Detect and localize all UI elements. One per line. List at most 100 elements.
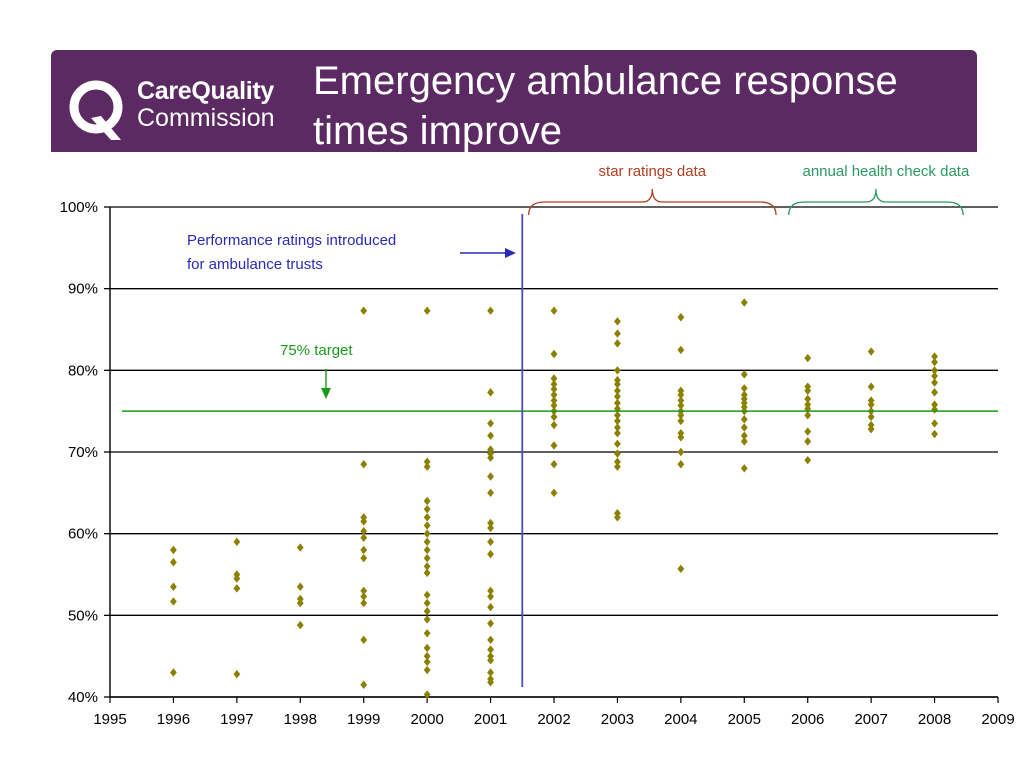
data-point [740, 431, 748, 440]
data-point [423, 504, 431, 514]
data-point [423, 513, 431, 522]
data-point [423, 553, 431, 563]
performance-annotation-line1: Performance ratings introduced [187, 232, 396, 249]
data-point [804, 427, 812, 436]
data-point [677, 411, 685, 420]
data-point [296, 620, 304, 630]
data-point [360, 553, 368, 563]
data-point [170, 582, 177, 591]
data-point [550, 441, 558, 450]
response-times-chart: 40%50%60%70%80%90%100% 1995 1996 1997 1998 1… [60, 163, 1015, 728]
data-point [170, 668, 177, 677]
data-point [296, 582, 304, 591]
data-point [931, 352, 938, 361]
data-point [423, 651, 431, 661]
data-point [360, 598, 368, 608]
data-point [740, 464, 748, 473]
data-point [550, 374, 558, 383]
data-point [740, 370, 748, 379]
title-line1: Emergency ambulance response [313, 59, 898, 103]
x-tick-label: 2002 [537, 711, 570, 728]
data-point [931, 378, 938, 387]
data-point [677, 396, 685, 405]
data-point [423, 462, 431, 471]
x-tick-label: 1998 [284, 711, 317, 728]
data-point [423, 457, 431, 466]
data-point [804, 394, 812, 404]
data-point [360, 635, 368, 645]
data-point [360, 586, 368, 596]
y-tick-label: 100% [60, 199, 98, 216]
data-point [550, 401, 558, 410]
x-tick-label: 2006 [791, 711, 824, 728]
performance-arrow-head [505, 248, 516, 258]
data-point [931, 388, 938, 397]
x-axis-ticks: 1995 1996 1997 1998 1999 2000 2001 2002 2003 2004… [93, 697, 1015, 728]
data-point [360, 460, 368, 469]
x-tick-label: 1996 [157, 711, 190, 728]
x-tick-label: 2005 [728, 711, 761, 728]
star-ratings-brace [527, 188, 777, 216]
data-point [931, 405, 938, 414]
data-point [170, 558, 177, 567]
y-tick-label: 80% [68, 362, 98, 379]
data-point [931, 419, 938, 428]
data-point [487, 537, 494, 547]
data-point [614, 411, 621, 420]
data-point [423, 590, 431, 600]
data-point [867, 382, 875, 391]
data-point [867, 412, 875, 422]
y-axis-ticks: 40% 50% 60% 70% 80% 90% 100% [60, 199, 110, 706]
data-point [740, 423, 748, 432]
star-ratings-label: star ratings data [599, 163, 707, 180]
y-tick-label: 50% [68, 607, 98, 624]
data-point [804, 437, 812, 446]
data-point [550, 488, 558, 498]
data-point [614, 398, 621, 408]
y-tick-label: 40% [68, 689, 98, 706]
data-point [614, 423, 621, 432]
cqc-q-icon [69, 80, 123, 140]
data-point [423, 562, 431, 571]
data-point [423, 598, 431, 608]
performance-annotation-line2: for ambulance trusts [187, 256, 323, 273]
axes [109, 207, 998, 698]
y-tick-label: 60% [68, 526, 98, 543]
data-point [677, 313, 685, 322]
data-point [677, 564, 685, 573]
data-point [614, 429, 621, 438]
annual-health-check-label: annual health check data [803, 163, 970, 180]
data-point [740, 437, 748, 446]
data-point [423, 306, 431, 315]
data-point [867, 400, 875, 409]
data-point [550, 396, 558, 405]
data-point [423, 615, 431, 624]
data-point [614, 329, 621, 338]
data-point [233, 584, 241, 593]
target-annotation-label: 75% target [280, 342, 353, 359]
y-tick-label: 70% [68, 444, 98, 461]
data-point [296, 598, 304, 608]
data-point [360, 533, 368, 542]
data-point [423, 568, 431, 578]
data-point [677, 345, 685, 355]
target-arrow-head [321, 388, 331, 399]
data-point [550, 380, 558, 389]
data-point [931, 371, 938, 381]
data-point [423, 521, 431, 530]
data-point [614, 386, 621, 395]
x-tick-label: 2004 [664, 711, 697, 728]
data-point [487, 635, 494, 645]
data-point [296, 543, 304, 552]
data-point [614, 457, 621, 466]
data-point [423, 529, 431, 538]
data-point [677, 401, 685, 410]
data-point [423, 629, 431, 638]
data-point [487, 431, 494, 440]
data-point [804, 455, 812, 465]
data-point [423, 537, 431, 547]
x-tick-label: 2003 [601, 711, 634, 728]
title-banner: CareQuality Commission Emergency ambulan… [51, 50, 977, 152]
x-tick-label: 2000 [410, 711, 443, 728]
data-point [804, 386, 812, 395]
